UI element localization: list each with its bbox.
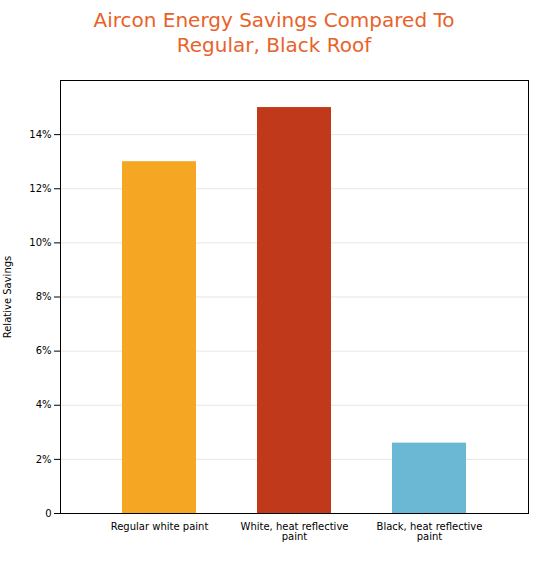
svg-text:0: 0 <box>45 508 51 519</box>
svg-text:10%: 10% <box>29 237 51 248</box>
svg-text:White, heat reflectivepaint: White, heat reflectivepaint <box>241 521 349 542</box>
svg-text:14%: 14% <box>29 129 51 140</box>
svg-text:8%: 8% <box>36 291 52 302</box>
svg-text:4%: 4% <box>36 399 52 410</box>
svg-text:2%: 2% <box>36 454 52 465</box>
svg-text:6%: 6% <box>36 345 52 356</box>
svg-text:12%: 12% <box>29 183 51 194</box>
svg-text:Black, heat reflectivepaint: Black, heat reflectivepaint <box>377 521 483 542</box>
html-text:Aircon Energy Savings Compared: Aircon Energy Savings Compared To Regula… <box>93 8 455 57</box>
svg-text:Regular white paint: Regular white paint <box>111 521 209 532</box>
svg-text:Relative Savings: Relative Savings <box>2 256 13 339</box>
